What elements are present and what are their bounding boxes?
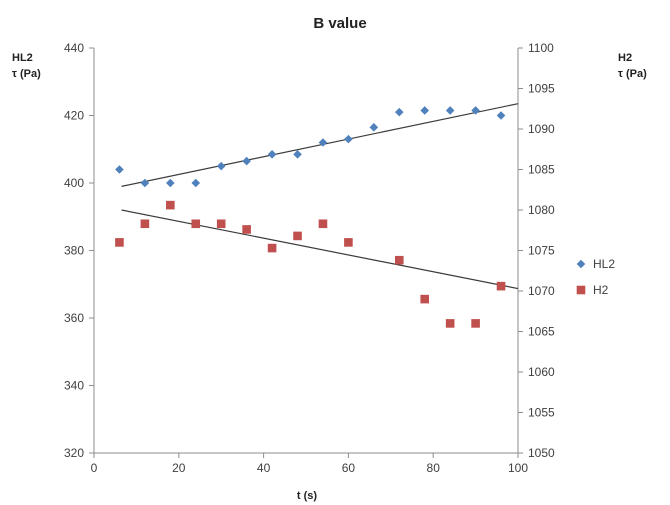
- point-h2: [166, 200, 175, 210]
- point-hl2: [344, 134, 353, 144]
- x-tick-label: 60: [342, 461, 356, 475]
- point-hl2: [242, 156, 251, 166]
- point-hl2: [445, 106, 455, 115]
- legend-marker-hl2: [576, 259, 586, 269]
- left-y-tick-label: 440: [64, 41, 84, 55]
- point-h2: [318, 219, 328, 229]
- right-y-tick-label: 1055: [528, 406, 555, 420]
- right-axis-label-line1: H2: [618, 52, 632, 64]
- point-h2: [293, 231, 302, 241]
- point-hl2: [115, 165, 124, 174]
- left-y-tick-label: 380: [64, 244, 84, 258]
- legend-label-h2: H2: [593, 283, 609, 297]
- right-y-tick-label: 1060: [528, 365, 555, 379]
- right-y-tick-label: 1070: [528, 284, 555, 298]
- point-h2: [140, 219, 150, 229]
- point-hl2: [293, 150, 302, 159]
- point-h2: [496, 281, 506, 291]
- x-tick-label: 100: [508, 461, 528, 475]
- legend-label-hl2: HL2: [593, 257, 615, 271]
- x-tick-label: 40: [257, 461, 271, 475]
- right-y-tick-label: 1050: [528, 446, 555, 460]
- x-axis-label: t (s): [297, 490, 318, 502]
- point-h2: [267, 243, 277, 253]
- left-y-tick-label: 320: [64, 446, 84, 460]
- left-y-tick-label: 420: [64, 109, 84, 123]
- point-h2: [344, 238, 353, 247]
- x-tick-label: 80: [427, 461, 441, 475]
- point-h2: [242, 225, 251, 234]
- right-y-tick-label: 1100: [528, 41, 554, 55]
- point-h2: [420, 294, 430, 304]
- trendline-hl2: [121, 103, 519, 187]
- legend-marker-h2: [576, 285, 586, 295]
- right-axis-label-line2: τ (Pa): [618, 68, 647, 80]
- point-hl2: [318, 138, 328, 147]
- point-hl2: [420, 106, 430, 115]
- x-tick-label: 20: [172, 461, 186, 475]
- chart-title: B value: [313, 15, 366, 32]
- x-ticks: 0 20 40 60 80 100: [91, 453, 528, 475]
- left-y-tick-label: 340: [64, 379, 84, 393]
- left-y-ticks: 320 340 360 380 400 420 440: [64, 41, 94, 460]
- x-tick-label: 0: [91, 461, 98, 475]
- point-h2: [471, 319, 480, 328]
- right-y-tick-label: 1085: [528, 163, 555, 177]
- data-points: [115, 106, 506, 328]
- left-axis-label-line2: τ (Pa): [12, 68, 41, 80]
- point-hl2: [216, 161, 226, 171]
- point-h2: [115, 238, 124, 247]
- right-y-tick-label: 1075: [528, 244, 555, 258]
- right-y-tick-label: 1080: [528, 203, 555, 217]
- point-h2: [216, 219, 226, 229]
- right-y-tick-label: 1095: [528, 82, 555, 96]
- right-y-ticks: 1050 1055 1060 1065 1070 1075 1080 1085 1090 1095…: [518, 41, 555, 460]
- point-hl2: [369, 123, 379, 132]
- point-h2: [445, 319, 455, 328]
- point-hl2: [471, 106, 480, 115]
- left-y-tick-label: 360: [64, 311, 84, 325]
- point-hl2: [267, 150, 277, 159]
- point-hl2: [496, 111, 506, 120]
- legend: HL2 H2: [576, 257, 615, 297]
- trendlines: [121, 103, 519, 290]
- right-y-tick-label: 1065: [528, 325, 555, 339]
- right-y-tick-label: 1090: [528, 122, 555, 136]
- left-y-tick-label: 400: [64, 176, 84, 190]
- point-hl2: [191, 178, 201, 188]
- point-hl2: [166, 178, 175, 188]
- point-h2: [394, 255, 404, 265]
- point-hl2: [140, 178, 150, 188]
- point-h2: [191, 219, 201, 229]
- point-hl2: [394, 107, 404, 117]
- trendline-h2: [121, 209, 519, 290]
- left-axis-label-line1: HL2: [12, 52, 33, 64]
